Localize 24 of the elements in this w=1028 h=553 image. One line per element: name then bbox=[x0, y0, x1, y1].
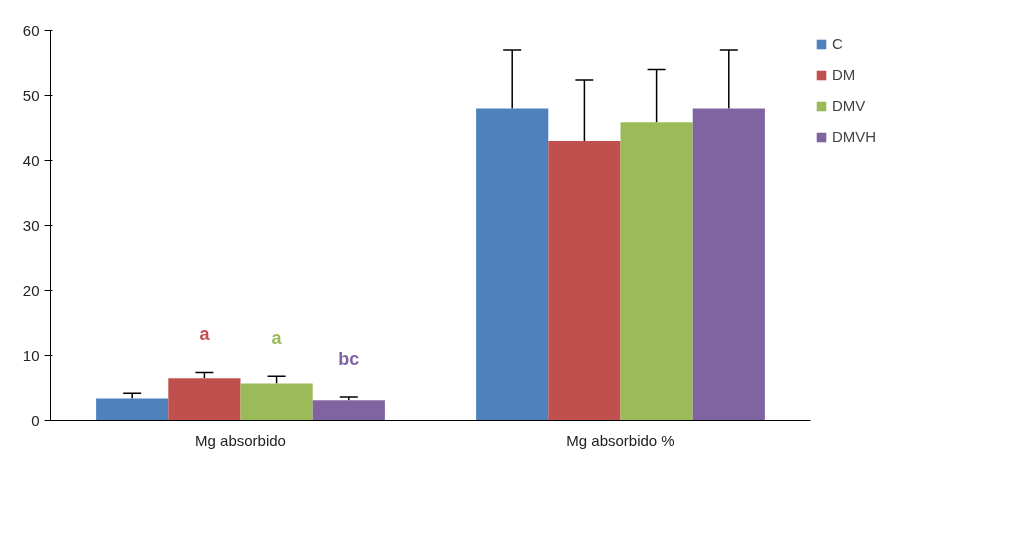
legend-label: C bbox=[832, 35, 844, 52]
y-tick-label: 20 bbox=[22, 281, 40, 299]
bar bbox=[476, 108, 549, 421]
legend-label: DM bbox=[832, 66, 856, 83]
bar bbox=[312, 400, 385, 421]
y-tick-label: 40 bbox=[22, 151, 40, 169]
y-tick-label: 10 bbox=[22, 346, 40, 364]
legend-label: DMV bbox=[832, 97, 866, 114]
bar bbox=[692, 108, 765, 421]
y-tick-label: 50 bbox=[22, 86, 40, 104]
x-tick-label: Mg absorbido bbox=[195, 431, 286, 449]
annotation: a bbox=[271, 328, 283, 349]
y-tick-label: 60 bbox=[22, 21, 40, 39]
bar bbox=[548, 141, 621, 421]
y-tick-label: 30 bbox=[22, 216, 40, 234]
y-tick-label: 0 bbox=[31, 411, 40, 429]
bar bbox=[168, 378, 241, 421]
bar bbox=[620, 122, 693, 421]
bar bbox=[240, 383, 313, 421]
annotation: a bbox=[199, 324, 211, 345]
x-tick-label: Mg absorbido % bbox=[566, 431, 675, 449]
bar bbox=[96, 398, 169, 421]
annotation: bc bbox=[338, 349, 360, 370]
legend-label: DMVH bbox=[832, 128, 877, 145]
